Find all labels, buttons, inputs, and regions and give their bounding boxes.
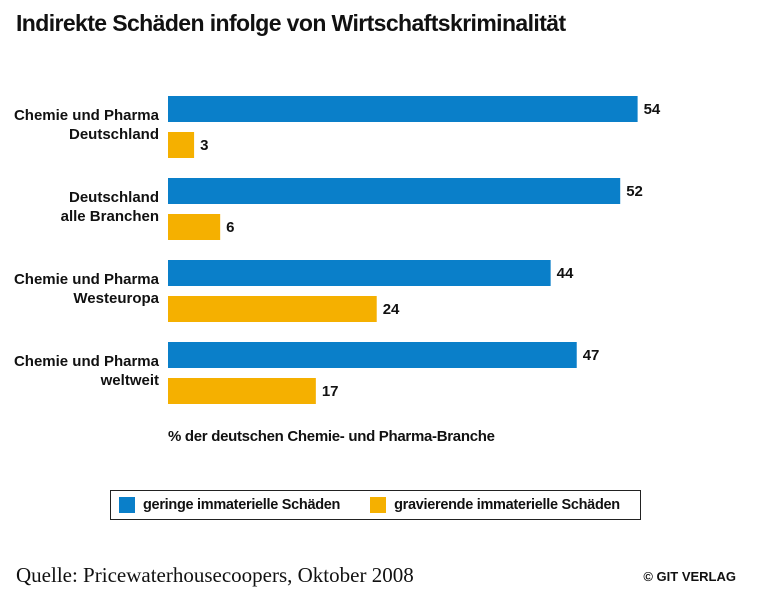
data-label: 44 — [557, 265, 574, 282]
bar — [168, 178, 621, 204]
legend-swatch-blue — [119, 497, 135, 513]
data-label: 17 — [322, 383, 339, 400]
bar — [168, 96, 638, 122]
legend-item-gravierende: gravierende immaterielle Schäden — [370, 497, 620, 513]
x-axis-label: % der deutschen Chemie- und Pharma-Branc… — [168, 428, 495, 445]
copyright-note: © GIT VERLAG — [643, 569, 736, 584]
legend-label: gravierende immaterielle Schäden — [394, 497, 620, 513]
legend-item-geringe: geringe immaterielle Schäden — [119, 497, 340, 513]
bar — [168, 132, 195, 158]
bar-chart: Chemie und Pharma Deutschland 54 3 Deutschla… — [14, 96, 661, 404]
chart-title: Indirekte Schäden infolge von Wirtschaft… — [16, 10, 566, 36]
category-label: Chemie und Pharma weltweit — [14, 353, 160, 389]
bar — [168, 296, 377, 322]
legend-swatch-orange — [370, 497, 387, 513]
category-label: Chemie und Pharma Deutschland — [14, 107, 160, 143]
bar — [168, 214, 221, 240]
bar — [168, 342, 577, 368]
data-label: 24 — [383, 301, 400, 318]
source-note: Quelle: Pricewaterhousecoopers, Oktober … — [16, 563, 414, 587]
category-label: Deutschland alle Branchen — [61, 189, 159, 225]
legend: geringe immaterielle Schäden gravierende… — [110, 490, 641, 520]
data-label: 54 — [644, 101, 661, 118]
data-label: 52 — [626, 183, 643, 200]
legend-label: geringe immaterielle Schäden — [143, 497, 341, 513]
category-label: Chemie und Pharma Westeuropa — [14, 271, 160, 307]
data-label: 3 — [200, 137, 208, 154]
bar — [168, 378, 316, 404]
data-label: 47 — [583, 347, 600, 364]
bar — [168, 260, 551, 286]
data-label: 6 — [226, 219, 234, 236]
